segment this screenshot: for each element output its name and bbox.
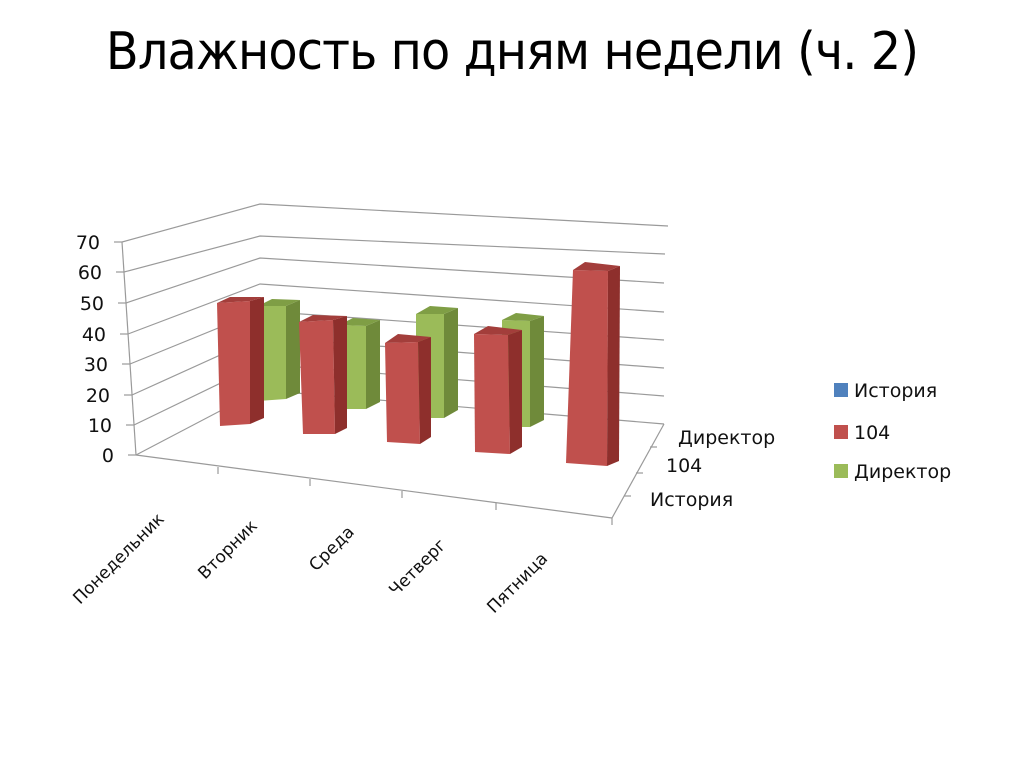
depth-axis-ticks [624, 446, 657, 497]
series-104-bars [217, 262, 620, 466]
bar-104-wednesday[interactable] [385, 334, 431, 444]
svg-text:40: 40 [82, 324, 106, 346]
legend-item-director[interactable]: Директор [834, 461, 951, 483]
y-axis-ticks [114, 241, 613, 525]
slide-title: Влажность по дням недели (ч. 2) [105, 22, 919, 82]
svg-text:0: 0 [102, 445, 114, 467]
svg-text:104: 104 [854, 422, 890, 444]
depth-label-104: 104 [666, 455, 702, 477]
legend-item-104[interactable]: 104 [834, 422, 890, 444]
gridlines [121, 203, 669, 519]
bar-104-monday[interactable] [217, 297, 264, 426]
depth-label-history: История [650, 489, 733, 511]
category-label-monday: Понедельник [69, 509, 168, 608]
bar-director-monday[interactable] [258, 299, 300, 401]
svg-text:История: История [854, 380, 937, 402]
svg-text:70: 70 [76, 232, 100, 254]
category-label-tuesday: Вторник [194, 516, 261, 583]
legend: История 104 Директор [834, 380, 951, 483]
legend-swatch-icon [834, 383, 848, 397]
svg-text:10: 10 [88, 415, 112, 437]
category-label-wednesday: Среда [305, 522, 358, 575]
category-label-thursday: Четверг [385, 535, 450, 600]
bar-104-tuesday[interactable] [299, 315, 347, 434]
svg-text:50: 50 [80, 293, 104, 315]
legend-item-history[interactable]: История [834, 380, 937, 402]
y-axis-labels: 70 60 50 40 30 20 10 0 [76, 232, 114, 467]
bar-104-friday[interactable] [566, 262, 620, 466]
x-axis-labels: Понедельник Вторник Среда Четверг Пятниц… [69, 509, 552, 617]
svg-text:30: 30 [84, 354, 108, 376]
depth-label-director: Директор [678, 427, 775, 449]
category-label-friday: Пятница [483, 549, 552, 618]
legend-swatch-icon [834, 425, 848, 439]
svg-text:60: 60 [78, 262, 102, 284]
legend-swatch-icon [834, 464, 848, 478]
svg-text:20: 20 [86, 385, 110, 407]
bar-104-thursday[interactable] [474, 326, 522, 454]
svg-text:Директор: Директор [854, 461, 951, 483]
depth-axis-labels: Директор 104 История [650, 427, 775, 511]
